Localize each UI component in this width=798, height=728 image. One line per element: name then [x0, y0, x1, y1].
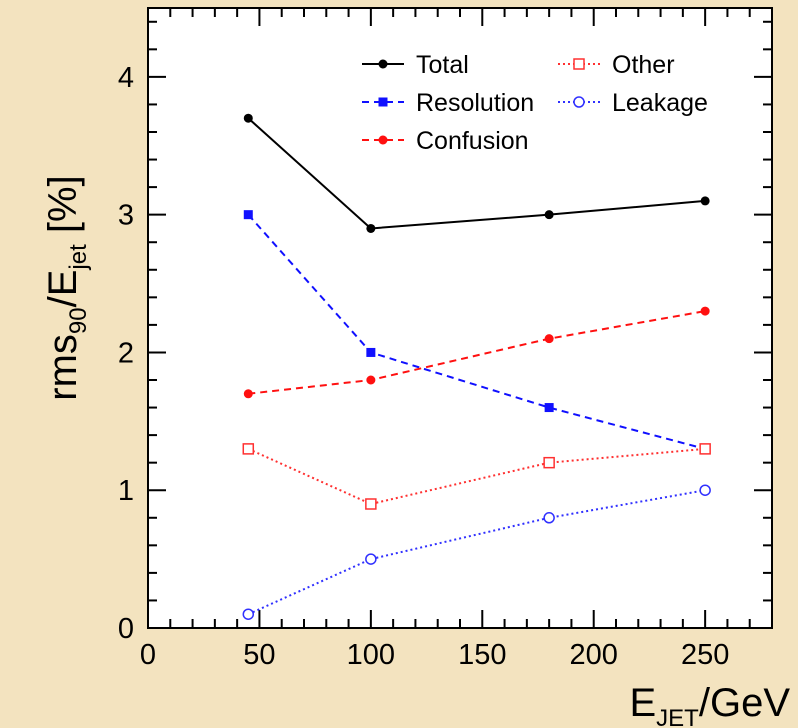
confusion-line	[248, 310, 706, 395]
series-resolution	[243, 210, 710, 454]
other-point	[242, 443, 255, 455]
tick-labels: 0 50 100 150 200 250 0 1 2 3 4	[118, 62, 729, 671]
confusion-point	[544, 334, 554, 344]
leakage-point	[242, 608, 255, 620]
legend-marker-other	[573, 58, 585, 70]
leakage-point	[543, 512, 555, 524]
other-point	[699, 443, 711, 455]
x-axis-title: EJET/GeV	[629, 681, 790, 728]
total-point	[366, 223, 376, 233]
series-total	[243, 113, 710, 233]
other-line	[247, 447, 706, 506]
y-tick-label: 2	[118, 337, 134, 369]
legend-marker-leakage	[573, 96, 585, 108]
legend-label-leakage: Leakage	[612, 89, 708, 117]
x-tick-label: 100	[347, 639, 395, 671]
legend-marker-total	[378, 59, 388, 69]
series-other	[242, 443, 711, 510]
y-tick-label: 1	[118, 475, 134, 507]
total-point	[700, 196, 710, 206]
y-tick-label: 0	[118, 613, 134, 645]
legend-label-other: Other	[612, 51, 675, 79]
total-point	[243, 113, 253, 123]
total-line	[247, 117, 706, 230]
confusion-point	[243, 389, 253, 399]
resolution-point	[243, 210, 253, 220]
confusion-point	[700, 306, 710, 316]
legend-item-resolution: Resolution	[362, 89, 534, 117]
y-tick-label: 4	[118, 62, 134, 94]
legend-marker-confusion	[378, 135, 388, 145]
y-axis-title: rms90/Ejet [%]	[41, 175, 92, 400]
other-point	[365, 498, 377, 510]
leakage-point	[365, 553, 377, 565]
series-leakage	[242, 484, 711, 620]
legend: Total Resolution Confusion Other Leakage	[362, 51, 708, 155]
leakage-line	[247, 489, 706, 616]
y-tick-label: 3	[118, 200, 134, 232]
x-tick-label: 150	[458, 639, 506, 671]
legend-label-confusion: Confusion	[416, 127, 529, 155]
total-point	[544, 210, 554, 220]
resolution-point	[366, 347, 376, 357]
resolution-point	[544, 403, 554, 413]
confusion-point	[366, 375, 376, 385]
x-tick-label: 250	[681, 639, 729, 671]
leakage-point	[699, 484, 711, 496]
legend-item-leakage: Leakage	[558, 89, 708, 117]
resolution-line	[247, 214, 706, 450]
series-confusion	[243, 306, 710, 399]
legend-item-confusion: Confusion	[362, 127, 529, 155]
x-tick-label: 200	[570, 639, 618, 671]
legend-item-total: Total	[362, 51, 469, 79]
other-point	[543, 456, 555, 469]
x-tick-label: 50	[243, 639, 275, 671]
legend-marker-resolution	[378, 97, 388, 107]
legend-label-resolution: Resolution	[416, 89, 534, 117]
legend-label-total: Total	[416, 51, 469, 79]
legend-item-other: Other	[558, 51, 675, 79]
x-tick-label: 0	[140, 639, 156, 671]
series-layer	[242, 113, 711, 620]
plot-frame	[147, 7, 773, 629]
